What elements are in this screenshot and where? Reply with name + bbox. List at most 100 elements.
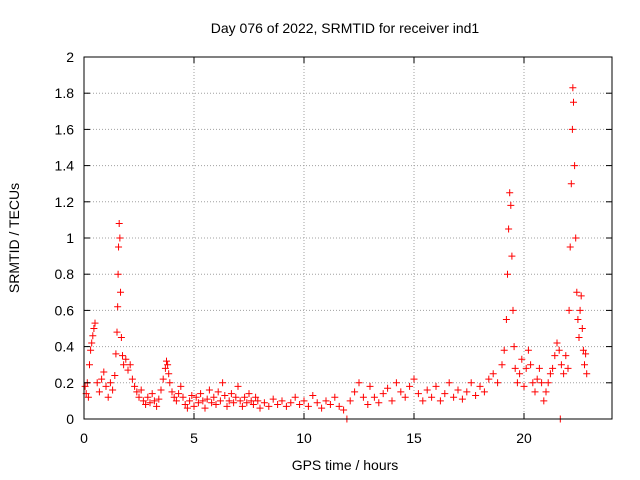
data-point [104,393,112,401]
data-point [509,306,517,314]
data-point [504,270,511,278]
data-point [506,189,514,197]
data-point [186,397,194,405]
data-point [335,402,343,410]
data-point [113,328,121,336]
data-point [567,180,575,188]
data-point [278,397,286,405]
data-points [81,84,591,423]
data-point [117,288,125,296]
data-point [326,401,334,409]
data-point [562,352,570,360]
data-point [90,325,98,332]
data-point [203,395,211,403]
data-point [508,252,516,260]
data-point [225,397,233,405]
data-point [183,404,191,412]
data-point [161,364,169,372]
data-point [331,393,339,401]
data-point [88,339,96,347]
data-point [454,386,462,394]
data-point [150,397,158,405]
y-tick-label: 0 [66,411,74,427]
data-point [243,399,251,407]
y-tick-label: 1 [66,230,74,246]
data-point [566,243,574,251]
data-point [221,391,229,399]
data-point [522,364,530,372]
data-point [86,361,93,369]
data-point [410,375,418,383]
data-point [114,303,122,311]
data-point [340,406,348,414]
data-point [122,355,130,363]
data-point [111,372,119,380]
data-point [540,397,548,405]
data-point [581,361,588,369]
data-point [498,361,506,369]
data-point [106,379,114,387]
data-point [163,357,170,365]
data-point [227,390,235,398]
grid-lines [84,57,612,419]
data-point [291,393,299,401]
data-point [170,393,178,401]
data-point [188,391,196,399]
data-point [112,350,120,358]
y-axis-label: SRMTID / TECUs [6,183,22,293]
data-point [346,397,354,405]
data-point [199,397,207,405]
data-point [436,397,444,405]
data-point [274,401,282,409]
data-point [115,220,123,228]
data-point [137,386,145,394]
data-point [197,390,205,398]
data-point [516,370,524,378]
data-point [208,399,216,407]
data-point [230,399,238,407]
data-point [401,393,409,401]
data-point [535,364,543,372]
data-point [570,98,577,106]
data-point [296,401,304,409]
data-point [472,391,480,399]
data-point [542,388,550,396]
data-point [304,402,312,410]
data-point [494,379,502,387]
data-point [142,401,150,409]
data-point [467,379,475,387]
data-point [194,399,202,407]
data-point [359,393,367,401]
data-point [529,379,537,387]
data-point [216,397,224,405]
data-point [531,388,539,396]
data-point [175,390,183,398]
data-point [489,370,497,378]
data-point [157,386,165,394]
data-point [406,382,414,390]
data-point [269,395,277,403]
data-point [518,355,526,363]
chart-title: Day 076 of 2022, SRMTID for receiver ind… [211,20,480,36]
data-point [249,401,257,409]
data-point [116,234,124,242]
data-point [397,388,405,396]
data-point [507,201,515,209]
data-point [370,393,378,401]
data-point [256,404,264,412]
data-point [219,379,227,387]
data-point [223,402,231,410]
data-point [181,401,189,409]
data-point [265,402,273,410]
data-point [414,390,422,398]
y-tick-label: 0.2 [55,375,75,391]
data-point [119,352,126,360]
data-point [432,382,440,390]
data-point [309,391,317,399]
data-point [510,343,518,351]
data-point [355,379,363,387]
data-point [172,397,180,405]
y-tick-label: 1.4 [55,158,75,174]
x-tick-label: 20 [516,430,532,446]
